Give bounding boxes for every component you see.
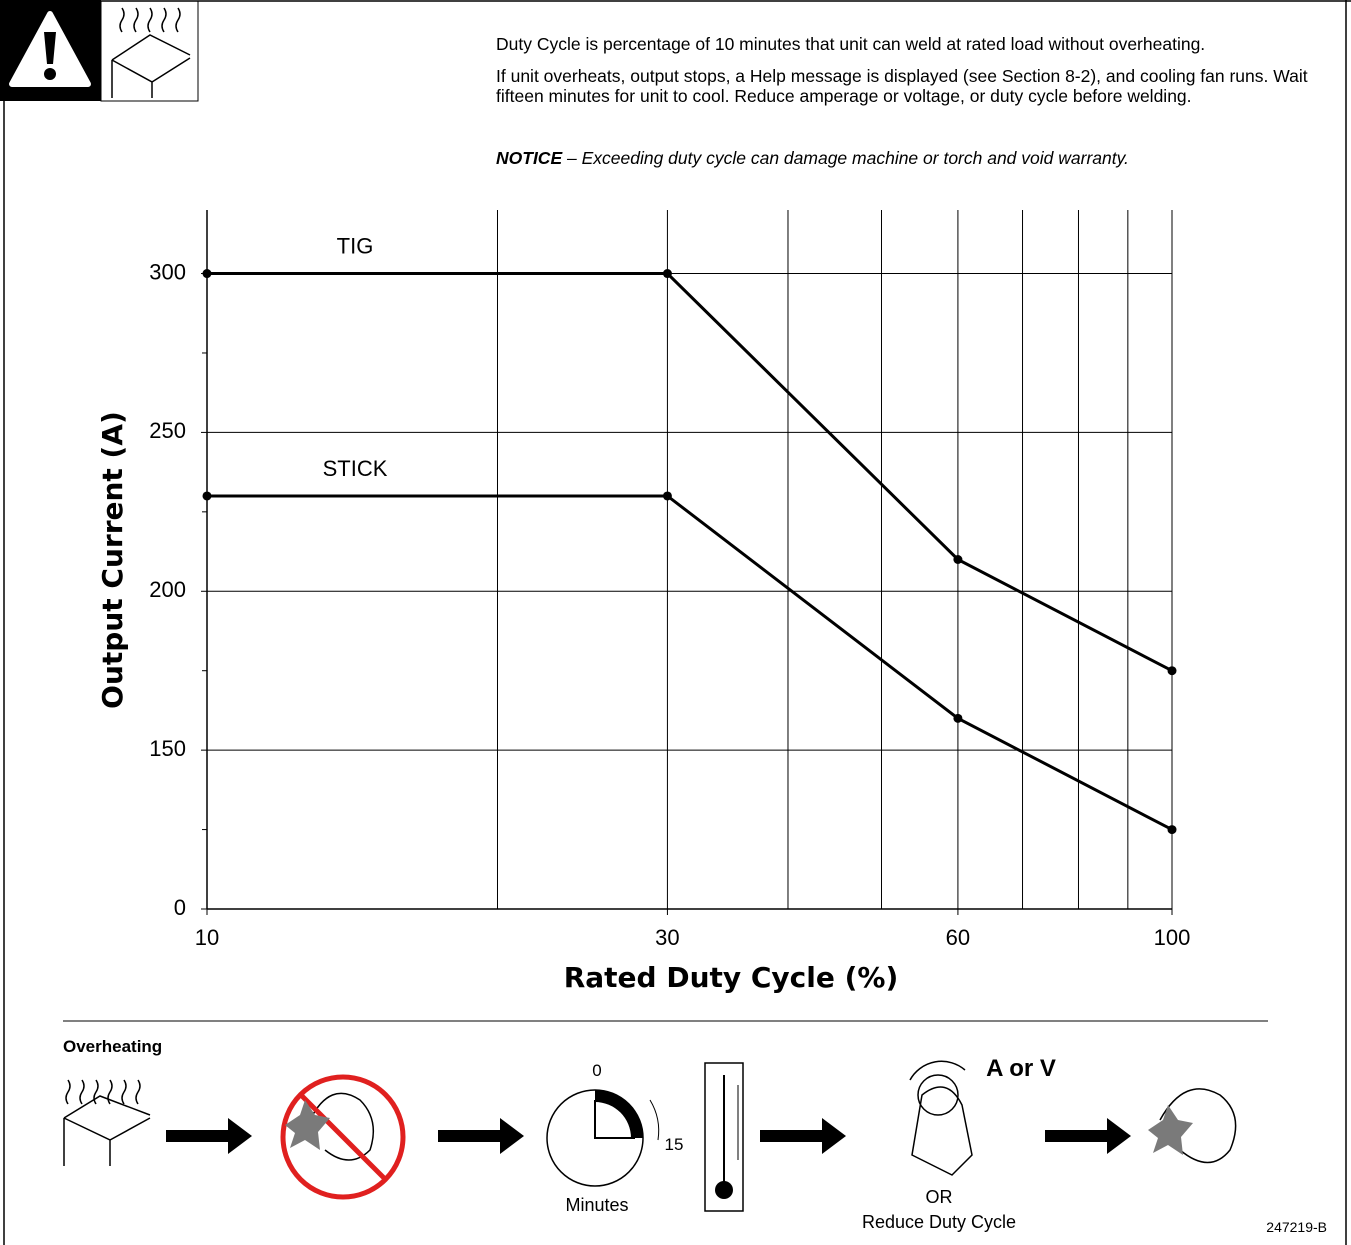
point: [202, 269, 212, 279]
chart: 0 150 200 250 300 10 30 60 100 Rated Duty Cycle (…: [96, 210, 1191, 994]
x-tick-label: 10: [195, 925, 219, 950]
doc-number: 247219-B: [1266, 1219, 1327, 1235]
clock-end: 15: [665, 1135, 684, 1154]
point: [1167, 825, 1177, 835]
y-tick-label: 150: [149, 736, 186, 761]
y-axis-title: Output Current (A): [96, 411, 129, 709]
reduce-label: Reduce Duty Cycle: [862, 1212, 1016, 1232]
adjust-label: A or V: [986, 1055, 1056, 1082]
notice: NOTICE – Exceeding duty cycle can damage…: [496, 148, 1336, 168]
series-label: STICK: [323, 456, 388, 481]
point: [953, 713, 963, 723]
clock-start: 0: [592, 1061, 601, 1080]
series-line: [207, 494, 1173, 831]
point: [953, 555, 963, 564]
y-tick-label: 300: [149, 259, 186, 284]
x-tick-label: 30: [655, 925, 679, 950]
point: [1167, 666, 1177, 676]
series-label: TIG: [337, 234, 374, 259]
x-axis-title: Rated Duty Cycle (%): [564, 961, 899, 994]
y-tick-label: 0: [174, 895, 186, 920]
y-tick-label: 250: [149, 418, 186, 443]
x-tick-label: 100: [1154, 925, 1191, 950]
series-line: [207, 272, 1173, 673]
clock-caption: Minutes: [565, 1195, 628, 1215]
notice-text: – Exceeding duty cycle can damage machin…: [562, 148, 1129, 168]
notice-label: NOTICE: [496, 148, 563, 168]
section-title: Overheating: [63, 1037, 162, 1056]
paragraph: If unit overheats, output stops, a Help …: [496, 66, 1308, 106]
y-tick-label: 200: [149, 577, 186, 602]
point: [662, 491, 672, 501]
paragraph: Duty Cycle is percentage of 10 minutes t…: [496, 34, 1206, 54]
or-label: OR: [926, 1187, 953, 1207]
x-tick-label: 60: [946, 925, 970, 950]
point: [662, 269, 672, 279]
point: [202, 491, 212, 501]
